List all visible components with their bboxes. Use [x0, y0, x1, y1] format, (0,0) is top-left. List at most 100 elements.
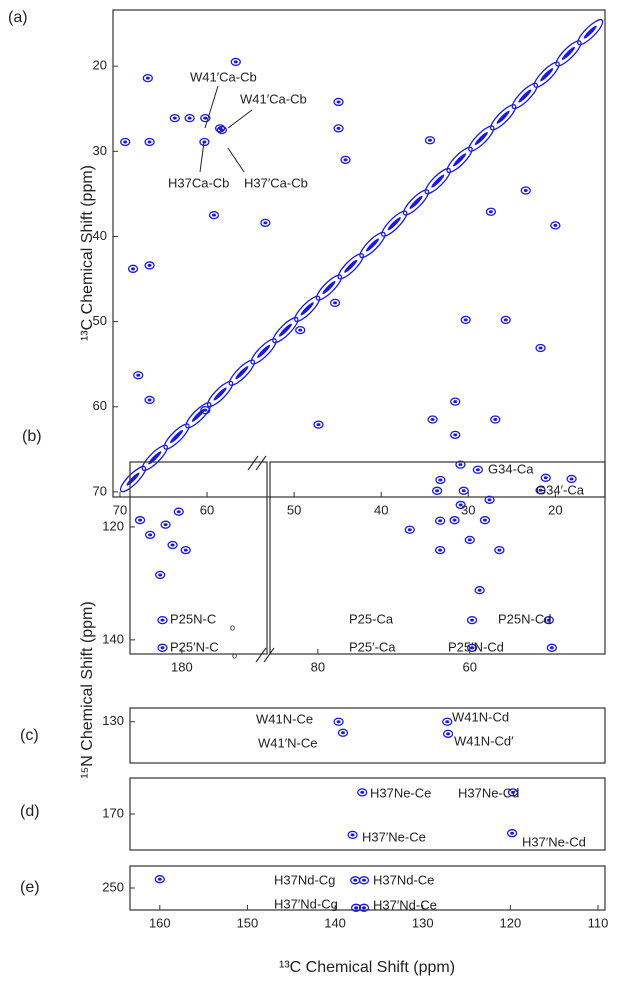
- annotation: H37′Nd-Ce: [373, 897, 437, 912]
- peak-core: [322, 281, 336, 295]
- peak-core: [470, 618, 475, 622]
- peak: [435, 545, 446, 555]
- y-axis-title: ¹³C Chemical Shift (ppm): [79, 165, 96, 341]
- annotation: W41′Ca-Cb: [240, 91, 307, 106]
- peak-core: [145, 76, 150, 80]
- peak-core: [470, 646, 475, 650]
- peak-core: [467, 538, 472, 542]
- peak-core: [160, 618, 165, 622]
- x-tick-label: 160: [149, 915, 171, 930]
- annotation: H37′Nd-Cg: [274, 896, 338, 911]
- y-tick-label: 120: [102, 518, 124, 533]
- peak: [260, 218, 271, 227]
- peak-core: [360, 790, 365, 794]
- peak: [160, 520, 171, 529]
- peak: [404, 525, 415, 534]
- peak-core: [298, 328, 303, 332]
- peak: [566, 474, 577, 484]
- y-tick-label: 20: [93, 58, 107, 73]
- peak-core: [452, 518, 457, 522]
- y-tick-label: 30: [93, 143, 107, 158]
- annotation: H37Nd-Cg: [274, 872, 335, 887]
- peak: [494, 545, 505, 555]
- peak-core: [172, 116, 177, 120]
- peak: [228, 359, 256, 386]
- annotation: H37Ca-Cb: [168, 175, 229, 190]
- peak-core: [474, 132, 488, 146]
- peak: [127, 264, 139, 273]
- peak: [402, 189, 430, 216]
- peak-core: [202, 140, 207, 144]
- peak-core: [583, 25, 597, 39]
- peak: [446, 146, 473, 174]
- peak: [435, 516, 446, 525]
- peak: [485, 207, 497, 216]
- peak-core: [160, 646, 165, 650]
- peak: [442, 717, 453, 726]
- peak: [173, 507, 184, 516]
- peak-core: [333, 301, 338, 305]
- peak: [142, 73, 153, 83]
- x-tick-label: 150: [237, 915, 259, 930]
- peak: [474, 586, 485, 595]
- x-tick-label: 140: [324, 915, 346, 930]
- peak: [315, 274, 343, 301]
- annotation: W41N-Cd: [452, 709, 509, 724]
- peak-core: [497, 548, 502, 552]
- peak-core: [438, 478, 443, 482]
- peak-core: [446, 732, 451, 736]
- peak-core: [136, 373, 141, 377]
- peak-core: [458, 463, 463, 467]
- peak: [350, 903, 362, 912]
- peak-core: [549, 646, 554, 650]
- peak: [466, 643, 478, 652]
- peak: [507, 788, 519, 797]
- peak: [134, 516, 146, 525]
- peak: [216, 125, 227, 135]
- peak-core: [438, 519, 443, 523]
- leader-line: [204, 85, 219, 129]
- peak-core: [546, 618, 551, 622]
- peak: [333, 124, 344, 133]
- annotation: H37′Ca-Cb: [244, 175, 308, 190]
- peak-core: [131, 267, 136, 271]
- annotation: P25′N-Cd: [448, 639, 504, 654]
- peak: [157, 643, 168, 652]
- peak: [472, 465, 484, 474]
- x-tick-label: 80: [311, 659, 325, 674]
- peak: [144, 530, 156, 539]
- x-tick-label: 60: [200, 502, 214, 517]
- peak-core: [353, 878, 358, 882]
- peak: [449, 516, 460, 525]
- annotation: P25N-Cd: [498, 611, 551, 626]
- peak-core: [463, 318, 468, 322]
- peak: [546, 643, 557, 652]
- peak: [358, 903, 370, 912]
- annotation: o: [232, 650, 237, 660]
- peak: [359, 231, 386, 259]
- peak-core: [510, 831, 515, 835]
- peak-core: [496, 110, 510, 124]
- peak: [333, 717, 344, 726]
- leader-line: [199, 141, 205, 173]
- peak: [511, 82, 539, 110]
- y-tick-label: 60: [93, 398, 107, 413]
- peak-core: [147, 263, 152, 267]
- peak: [435, 475, 446, 485]
- peak-core: [407, 528, 412, 532]
- x-tick-label: 30: [461, 502, 475, 517]
- peak: [347, 830, 358, 840]
- peak: [157, 615, 168, 625]
- peak-core: [203, 408, 208, 412]
- peak-core: [257, 344, 271, 358]
- peak: [208, 211, 220, 220]
- peak: [214, 124, 226, 133]
- peak: [535, 343, 546, 353]
- annotation: H37Ne-Ce: [370, 785, 431, 800]
- annotation: P25-Ca: [349, 611, 394, 626]
- peak: [144, 137, 155, 147]
- annotation: W41′Ca-Cb: [190, 69, 257, 84]
- peak: [337, 253, 364, 280]
- peak-core: [343, 158, 348, 162]
- peak: [154, 875, 165, 884]
